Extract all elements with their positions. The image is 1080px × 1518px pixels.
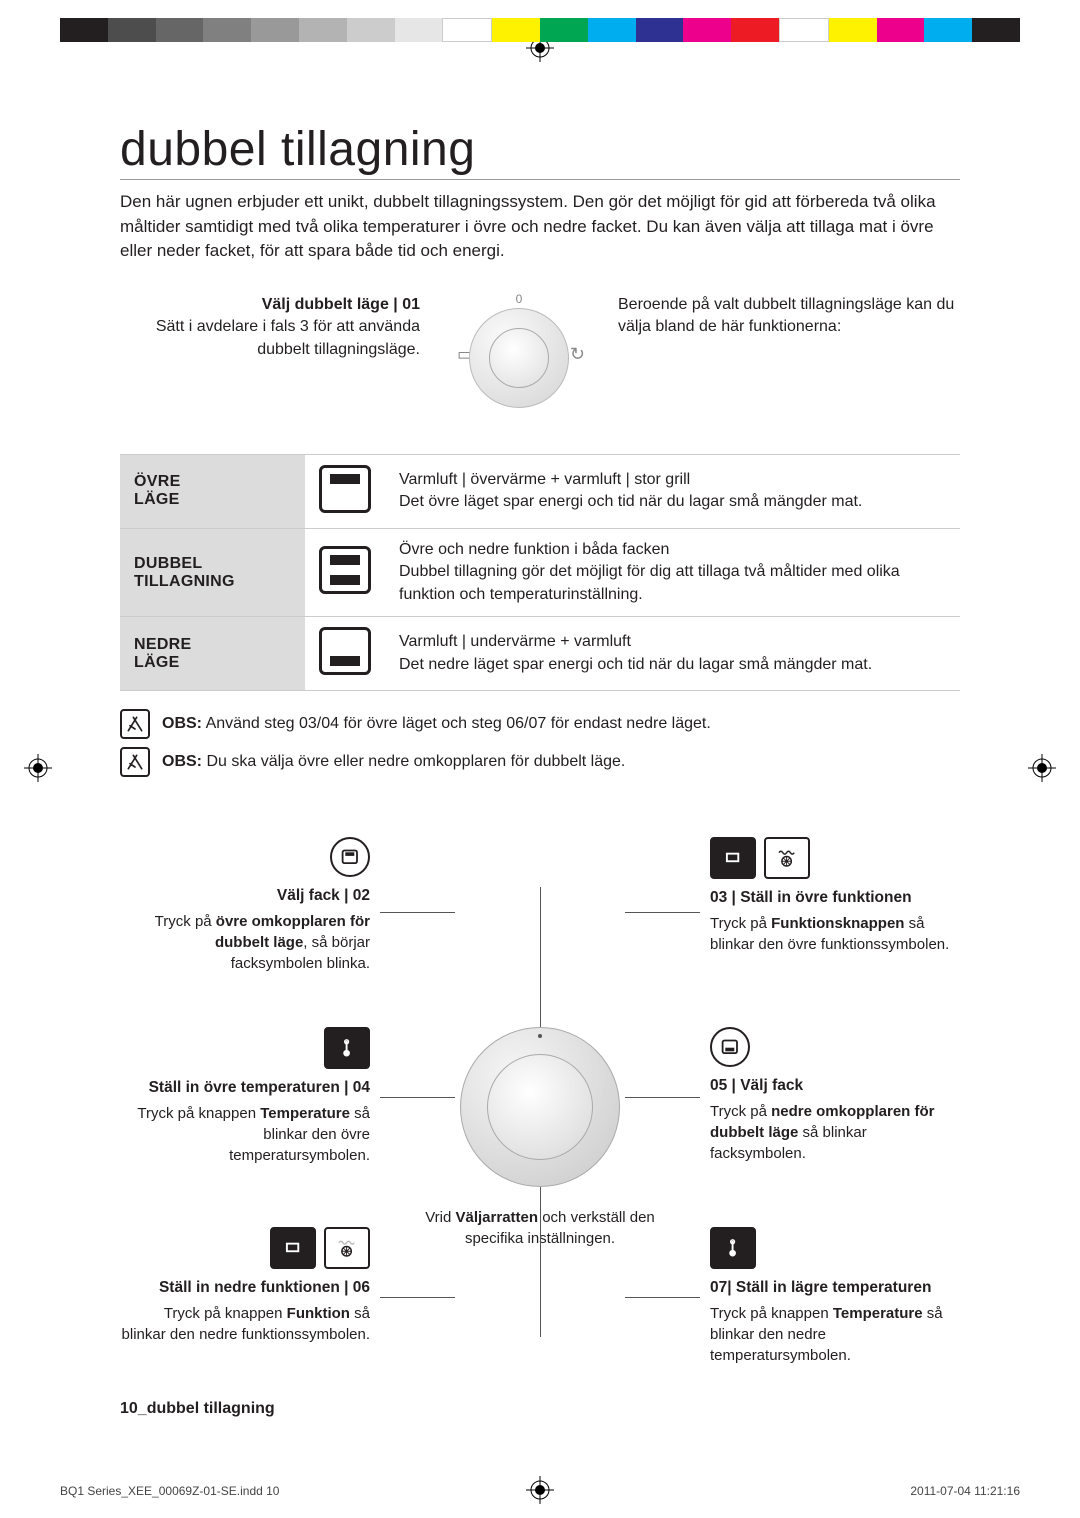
mode-selector-dial-icon: 0 ▭ ↻	[459, 294, 579, 414]
color-swatch	[60, 18, 108, 42]
connector-line	[540, 1187, 541, 1337]
color-swatch	[779, 18, 829, 42]
color-swatch	[347, 18, 395, 42]
step-03: 03 | Ställ in övre funktionen Tryck på F…	[710, 837, 960, 955]
color-swatch	[683, 18, 731, 42]
print-footer-left: BQ1 Series_XEE_00069Z-01-SE.indd 10	[60, 1484, 279, 1498]
color-swatch	[829, 18, 877, 42]
dial-right-glyph-icon: ↻	[570, 344, 585, 365]
obs-note: OBS: Du ska välja övre eller nedre omkop…	[120, 747, 960, 777]
obs-text: OBS: Använd steg 03/04 för övre läget oc…	[162, 715, 711, 733]
display-panel-icon	[270, 1227, 316, 1269]
print-footer-right: 2011-07-04 11:21:16	[910, 1484, 1020, 1498]
mode-description: Varmluft | undervärme + varmluftDet nedr…	[385, 617, 960, 691]
note-icon	[120, 709, 150, 739]
step07-heading: 07| Ställ in lägre temperaturen	[710, 1277, 960, 1299]
mode-description: Övre och nedre funktion i båda fackenDub…	[385, 528, 960, 616]
oven-mode-icon	[319, 546, 371, 594]
registration-mark-icon	[24, 754, 52, 782]
color-swatch	[636, 18, 684, 42]
print-footer: BQ1 Series_XEE_00069Z-01-SE.indd 10 2011…	[60, 1484, 1020, 1498]
display-panel-icon	[710, 837, 756, 879]
mode-row: NEDRELÄGE Varmluft | undervärme + varmluf…	[120, 617, 960, 691]
color-swatch	[540, 18, 588, 42]
connector-line	[625, 1297, 700, 1298]
mode-icon-cell	[305, 528, 385, 616]
color-swatch	[877, 18, 925, 42]
step-04: Ställ in övre temperaturen | 04 Tryck på…	[120, 1027, 370, 1166]
dial-right-body: Beroende på valt dubbelt tillagningsläge…	[618, 296, 954, 335]
color-swatch	[731, 18, 779, 42]
step03-heading: 03 | Ställ in övre funktionen	[710, 887, 960, 909]
temperature-button-icon	[710, 1227, 756, 1269]
mode-label: NEDRELÄGE	[120, 617, 305, 691]
color-swatch	[108, 18, 156, 42]
connector-line	[380, 1297, 455, 1298]
color-swatch	[924, 18, 972, 42]
upper-compartment-button-icon	[330, 837, 370, 877]
temperature-button-icon	[324, 1027, 370, 1069]
mode-label: DUBBELTILLAGNING	[120, 528, 305, 616]
connector-line	[625, 1097, 700, 1098]
connector-line	[380, 912, 455, 913]
dial-top-glyph: 0	[516, 292, 523, 306]
selector-dial-icon	[460, 1027, 620, 1187]
intro-paragraph: Den här ugnen erbjuder ett unikt, dubbel…	[120, 190, 960, 264]
function-symbol-icon	[324, 1227, 370, 1269]
color-swatch	[588, 18, 636, 42]
printer-colorbar	[60, 18, 1020, 42]
step06-heading: Ställ in nedre funktionen | 06	[120, 1277, 370, 1299]
step01-heading: Välj dubbelt läge | 01	[262, 296, 420, 313]
color-swatch	[156, 18, 204, 42]
color-swatch	[299, 18, 347, 42]
page-footer-label: 10_dubbel tillagning	[120, 1400, 275, 1418]
color-swatch	[203, 18, 251, 42]
steps-flow: Vrid Väljarratten och verkställ den spec…	[120, 827, 960, 1447]
step01-body: Sätt i avdelare i fals 3 för att använda…	[156, 318, 420, 357]
color-swatch	[442, 18, 492, 42]
function-symbol-icon	[764, 837, 810, 879]
connector-line	[625, 912, 700, 913]
dial-left-text: Välj dubbelt läge | 01 Sätt i avdelare i…	[120, 294, 420, 361]
mode-description: Varmluft | övervärme + varmluft | stor g…	[385, 454, 960, 528]
page-title: dubbel tillagning	[120, 122, 960, 180]
obs-note: OBS: Använd steg 03/04 för övre läget oc…	[120, 709, 960, 739]
step05-heading: 05 | Välj fack	[710, 1075, 960, 1097]
oven-mode-icon	[319, 465, 371, 513]
page: dubbel tillagning Den här ugnen erbjuder…	[0, 18, 1080, 1518]
content-area: dubbel tillagning Den här ugnen erbjuder…	[0, 42, 1080, 1487]
color-swatch	[492, 18, 540, 42]
dial-center: 0 ▭ ↻	[444, 294, 594, 414]
mode-icon-cell	[305, 617, 385, 691]
color-swatch	[972, 18, 1020, 42]
obs-text: OBS: Du ska välja övre eller nedre omkop…	[162, 753, 625, 771]
modes-table: ÖVRELÄGE Varmluft | övervärme + varmluft …	[120, 454, 960, 691]
mode-row: ÖVRELÄGE Varmluft | övervärme + varmluft …	[120, 454, 960, 528]
step-06: Ställ in nedre funktionen | 06 Tryck på …	[120, 1227, 370, 1345]
step02-heading: Välj fack | 02	[120, 885, 370, 907]
step-07: 07| Ställ in lägre temperaturen Tryck på…	[710, 1227, 960, 1366]
step-02: Välj fack | 02 Tryck på övre omkopplaren…	[120, 837, 370, 974]
registration-mark-icon	[1028, 754, 1056, 782]
obs-notes: OBS: Använd steg 03/04 för övre läget oc…	[120, 709, 960, 777]
lower-compartment-button-icon	[710, 1027, 750, 1067]
color-swatch	[395, 18, 443, 42]
mode-label: ÖVRELÄGE	[120, 454, 305, 528]
connector-line	[380, 1097, 455, 1098]
dial-right-text: Beroende på valt dubbelt tillagningsläge…	[618, 294, 960, 339]
step-05: 05 | Välj fack Tryck på nedre omkopplare…	[710, 1027, 960, 1164]
connector-line	[540, 887, 541, 1027]
note-icon	[120, 747, 150, 777]
mode-dial-row: Välj dubbelt läge | 01 Sätt i avdelare i…	[120, 294, 960, 414]
oven-mode-icon	[319, 627, 371, 675]
mode-row: DUBBELTILLAGNING Övre och nedre funktion …	[120, 528, 960, 616]
mode-icon-cell	[305, 454, 385, 528]
color-swatch	[251, 18, 299, 42]
step04-heading: Ställ in övre temperaturen | 04	[120, 1077, 370, 1099]
